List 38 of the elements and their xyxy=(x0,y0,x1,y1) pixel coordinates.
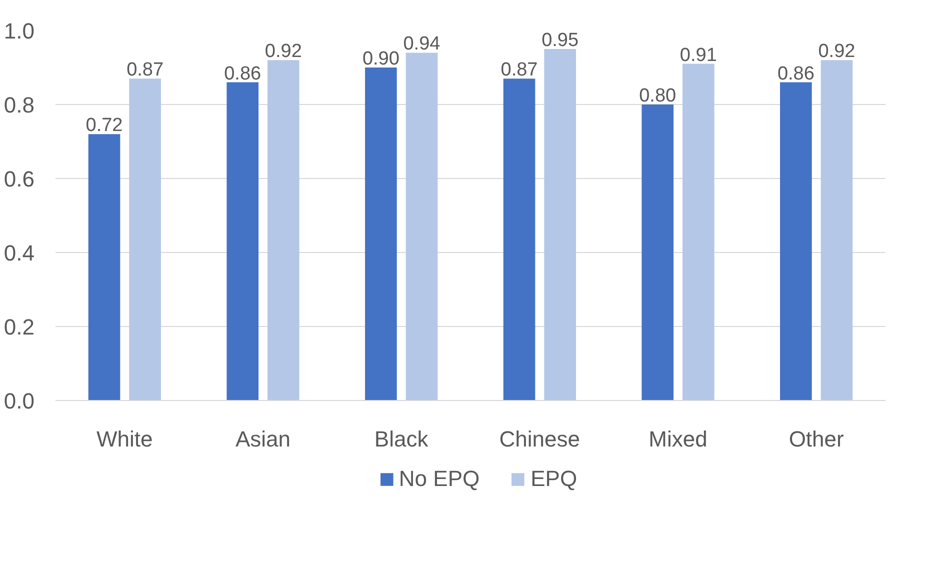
bar xyxy=(544,49,576,400)
bar xyxy=(267,60,300,400)
y-tick-label: 0.8 xyxy=(4,92,35,118)
x-tick-label: Mixed xyxy=(648,426,708,452)
x-tick-label: Other xyxy=(788,426,844,452)
y-tick-label: 0.4 xyxy=(4,240,35,266)
bar xyxy=(226,82,259,400)
data-label: 0.91 xyxy=(680,44,717,66)
bar xyxy=(88,134,120,400)
data-label: 0.90 xyxy=(362,48,400,70)
y-tick-label: 0.2 xyxy=(4,314,35,340)
data-label: 0.72 xyxy=(86,115,123,136)
data-label: 0.92 xyxy=(818,41,856,62)
x-tick-label: Black xyxy=(374,426,430,452)
bar xyxy=(129,78,161,400)
data-label: 0.94 xyxy=(403,34,441,55)
data-label: 0.87 xyxy=(500,60,538,81)
y-tick-label: 1.0 xyxy=(4,18,35,44)
legend-label: EPQ xyxy=(530,466,578,492)
bar xyxy=(682,64,714,400)
y-tick-label: 0.0 xyxy=(4,388,35,414)
data-label: 0.86 xyxy=(777,63,814,84)
bar xyxy=(503,78,536,400)
bar xyxy=(406,52,438,400)
bar xyxy=(820,60,853,400)
y-tick-label: 0.6 xyxy=(4,166,35,192)
bar xyxy=(642,104,674,400)
data-label: 0.92 xyxy=(264,41,302,62)
x-tick-label: Chinese xyxy=(499,426,580,452)
data-label: 0.95 xyxy=(542,30,579,51)
data-label: 0.86 xyxy=(224,63,262,84)
x-tick-label: Asian xyxy=(235,426,291,452)
data-label: 0.80 xyxy=(639,86,676,106)
bar xyxy=(780,82,812,400)
bar xyxy=(365,68,397,400)
legend-label: No EPQ xyxy=(398,466,480,492)
data-label: 0.87 xyxy=(126,60,164,81)
x-tick-label: White xyxy=(96,426,153,452)
